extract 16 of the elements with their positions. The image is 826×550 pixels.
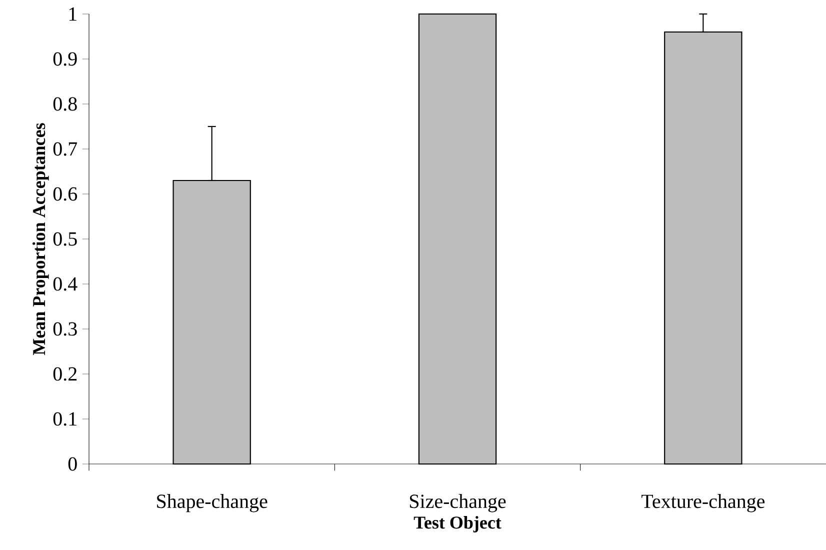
y-tick-label: 0.8: [53, 97, 77, 111]
y-tick-label: 0.4: [53, 277, 78, 291]
y-tick-label: 0.6: [53, 187, 78, 201]
y-tick-label: 0: [68, 457, 77, 471]
y-axis-title: Mean Proportion Acceptances: [32, 123, 49, 355]
y-tick-label: 0.1: [53, 412, 76, 426]
y-tick-label: 0.7: [53, 142, 78, 156]
y-tick-label: 1: [69, 7, 76, 21]
x-tick-label: Shape-change: [157, 494, 268, 512]
x-tick-label: Size-change: [410, 494, 506, 512]
y-tick-label: 0.5: [53, 232, 77, 246]
y-tick-label: 0.3: [53, 322, 77, 336]
y-tick-label: 0.2: [53, 367, 77, 381]
y-tick-label: 0.9: [53, 52, 77, 66]
x-axis-title: Test Object: [414, 516, 502, 532]
x-tick-label: Texture-change: [641, 494, 765, 512]
